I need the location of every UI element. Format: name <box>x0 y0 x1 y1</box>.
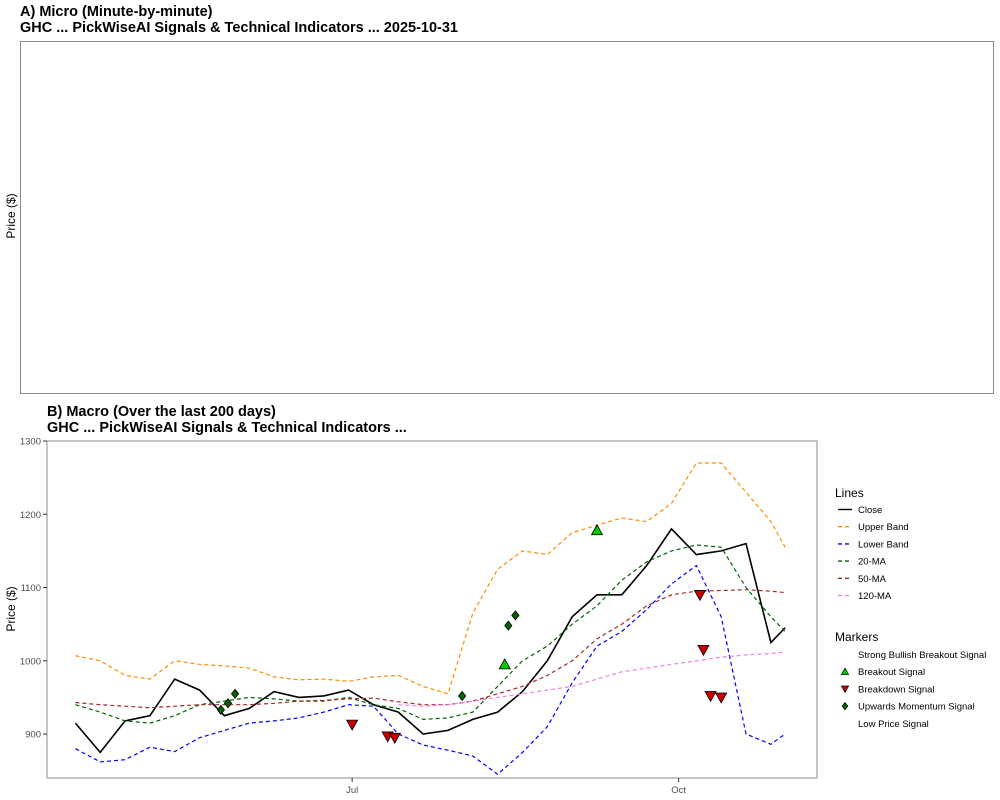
legend-label-upper-band: Upper Band <box>858 522 909 533</box>
marker-breakdown-signal <box>697 644 710 657</box>
legend-label-close: Close <box>858 505 882 516</box>
marker-breakout-signal <box>498 658 511 670</box>
panel-b-legend: Lines Markers Close Upper Band Lower Band 2… <box>835 486 986 730</box>
legend-key-breakout-signal <box>840 667 850 675</box>
marker-breakdown-signal <box>345 719 359 731</box>
marker-upwards-momentum-signal <box>223 698 233 709</box>
panel-a-title: A) Micro (Minute-by-minute) GHC ... Pick… <box>20 4 458 36</box>
marker-breakdown-signal <box>693 590 707 602</box>
marker-upwards-momentum-signal <box>230 688 240 699</box>
panel-b-plot-area <box>46 440 818 779</box>
series-line-120-ma <box>398 651 786 707</box>
panel-b-title-line2: GHC ... PickWiseAI Signals & Technical I… <box>47 420 407 436</box>
panel-b-title-line1: B) Macro (Over the last 200 days) <box>47 404 276 420</box>
panel-a-title-line2: GHC ... PickWiseAI Signals & Technical I… <box>20 20 458 36</box>
legend-label-low-price-signal: Low Price Signal <box>858 719 929 730</box>
legend-label-upwards-momentum-signal: Upwards Momentum Signal <box>858 702 975 713</box>
legend-label-breakout-signal: Breakout Signal <box>858 667 925 678</box>
y-tick-label: 1100 <box>21 583 41 594</box>
marker-upwards-momentum-signal <box>504 620 513 631</box>
legend-key-breakdown-signal <box>840 685 850 694</box>
series-line-lower-band <box>75 564 786 776</box>
marker-breakout-signal <box>590 524 604 536</box>
legend-key-upwards-momentum-signal <box>841 701 849 711</box>
legend-label-20-ma: 20-MA <box>858 557 887 568</box>
legend-label-lower-band: Lower Band <box>858 539 909 550</box>
legend-label-strong-bullish-breakout-signal: Strong Bullish Breakout Signal <box>858 650 986 661</box>
series-line-50-ma <box>75 589 786 709</box>
series-line-upper-band <box>75 462 786 695</box>
panel-b-marker-group <box>216 524 728 745</box>
y-tick-label: 1200 <box>20 510 41 521</box>
marker-breakdown-signal <box>715 692 728 704</box>
legend-markers-title: Markers <box>835 630 878 644</box>
series-line-20-ma <box>75 544 786 724</box>
legend-label-50-ma: 50-MA <box>858 574 887 585</box>
y-tick-label: 900 <box>25 730 41 741</box>
y-tick-label: 1000 <box>20 656 41 667</box>
panel-b-title: B) Macro (Over the last 200 days) GHC ..… <box>47 404 407 436</box>
legend-label-breakdown-signal: Breakdown Signal <box>858 684 935 695</box>
marker-upwards-momentum-signal <box>216 704 225 716</box>
legend-lines-title: Lines <box>835 486 864 500</box>
legend-label-120-ma: 120-MA <box>858 591 892 602</box>
y-tick-label: 1300 <box>20 437 41 448</box>
marker-breakdown-signal <box>388 732 401 745</box>
panel-a-title-line1: A) Micro (Minute-by-minute) <box>20 4 213 20</box>
panel-a-plot-area <box>20 41 994 394</box>
x-tick-label: Oct <box>671 785 686 796</box>
panel-b-axes: 900 1000 1100 1200 1300 Jul Oct <box>20 437 687 797</box>
marker-upwards-momentum-signal <box>458 690 467 702</box>
x-tick-label: Jul <box>346 785 358 796</box>
series-line-close <box>74 527 786 754</box>
panel-b-y-axis-label: Price ($) <box>4 586 18 631</box>
marker-breakdown-signal <box>704 691 717 703</box>
panel-b-series-group <box>74 462 786 776</box>
marker-upwards-momentum-signal <box>511 610 520 621</box>
